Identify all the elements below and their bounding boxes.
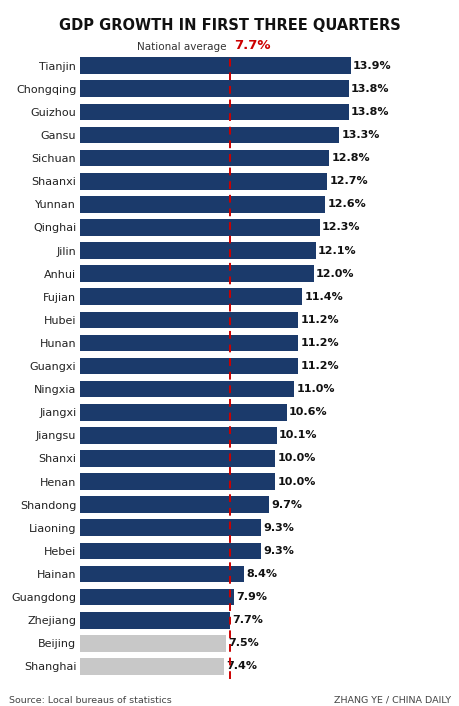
Bar <box>80 242 315 259</box>
Text: 11.2%: 11.2% <box>300 315 338 325</box>
Text: 13.8%: 13.8% <box>350 107 389 117</box>
Text: 11.2%: 11.2% <box>300 361 338 371</box>
Text: 9.3%: 9.3% <box>263 523 294 533</box>
Text: 12.6%: 12.6% <box>327 199 366 209</box>
Text: 12.8%: 12.8% <box>331 153 369 163</box>
Text: 10.0%: 10.0% <box>277 453 315 464</box>
Bar <box>80 311 297 328</box>
Text: 10.6%: 10.6% <box>288 407 327 417</box>
Bar <box>80 335 297 352</box>
Text: 7.5%: 7.5% <box>228 638 259 648</box>
Bar <box>80 80 348 97</box>
Bar <box>80 658 224 675</box>
Bar <box>80 289 302 305</box>
Bar <box>80 150 329 167</box>
Bar <box>80 635 226 652</box>
Text: 12.0%: 12.0% <box>315 268 354 279</box>
Text: 13.9%: 13.9% <box>352 61 391 71</box>
Bar <box>80 126 338 143</box>
Text: 12.1%: 12.1% <box>317 246 356 256</box>
Bar <box>80 381 294 397</box>
Bar <box>80 358 297 374</box>
Text: 11.0%: 11.0% <box>296 384 335 394</box>
Text: Source: Local bureaus of statistics: Source: Local bureaus of statistics <box>9 695 172 705</box>
Text: 7.9%: 7.9% <box>236 592 267 602</box>
Text: 8.4%: 8.4% <box>246 569 276 579</box>
Text: 7.7%: 7.7% <box>233 40 269 52</box>
Bar <box>80 566 243 582</box>
Text: 9.3%: 9.3% <box>263 546 294 556</box>
Bar <box>80 520 261 536</box>
Text: 13.8%: 13.8% <box>350 84 389 94</box>
Text: 12.7%: 12.7% <box>329 176 368 186</box>
Bar <box>80 450 274 467</box>
Bar <box>80 496 269 513</box>
Text: 7.7%: 7.7% <box>232 615 263 626</box>
Text: 7.4%: 7.4% <box>226 662 257 671</box>
Text: 9.7%: 9.7% <box>271 500 302 510</box>
Bar <box>80 404 286 421</box>
Text: 10.0%: 10.0% <box>277 477 315 486</box>
Bar <box>80 612 230 628</box>
Text: National average: National average <box>137 42 226 52</box>
Bar <box>80 57 350 74</box>
Bar <box>80 196 325 213</box>
Text: 11.4%: 11.4% <box>304 292 342 301</box>
Bar <box>80 219 319 236</box>
Bar <box>80 104 348 120</box>
Bar <box>80 265 313 282</box>
Bar <box>80 173 327 189</box>
Text: 12.3%: 12.3% <box>321 222 360 232</box>
Bar <box>80 473 274 490</box>
Text: 11.2%: 11.2% <box>300 338 338 348</box>
Text: 10.1%: 10.1% <box>279 431 317 441</box>
Bar <box>80 427 276 443</box>
Text: 13.3%: 13.3% <box>341 130 379 140</box>
Bar <box>80 543 261 559</box>
Text: ZHANG YE / CHINA DAILY: ZHANG YE / CHINA DAILY <box>333 695 450 705</box>
Bar <box>80 589 234 606</box>
Text: GDP GROWTH IN FIRST THREE QUARTERS: GDP GROWTH IN FIRST THREE QUARTERS <box>59 18 400 32</box>
